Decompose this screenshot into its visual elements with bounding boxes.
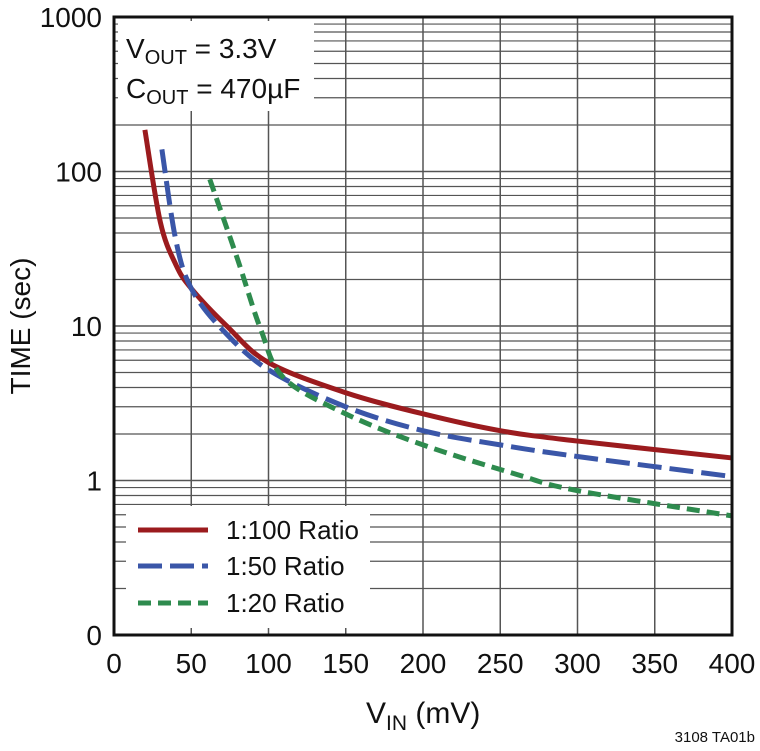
series-line-1-100-ratio (142, 129, 733, 461)
x-tick-label: 400 (709, 648, 756, 679)
x-tick-label: 250 (477, 648, 524, 679)
x-ticks: 0 50 100 150 200 250 300 350 400 (106, 648, 755, 679)
y-tick-label: 100 (55, 157, 102, 188)
legend-label-1-100: 1:100 Ratio (226, 515, 359, 545)
y-tick-label: 1000 (40, 2, 102, 33)
series-line-1-20-ratio (207, 178, 733, 519)
x-tick-label: 100 (245, 648, 292, 679)
x-tick-label: 200 (400, 648, 447, 679)
y-tick-label: 1 (86, 466, 102, 497)
series-line-1-50-ratio (159, 149, 733, 480)
legend-label-1-20: 1:20 Ratio (226, 588, 345, 618)
legend-label-1-50: 1:50 Ratio (226, 551, 345, 581)
annotation-vout: VOUT = 3.3V (126, 33, 277, 69)
footnote: 3108 TA01b (675, 729, 755, 746)
annotation-cout: COUT = 470µF (126, 73, 300, 109)
y-axis-label: TIME (sec) (5, 258, 36, 395)
y-tick-label: 0 (86, 620, 102, 651)
annotation-box: VOUT = 3.3V COUT = 470µF (118, 21, 314, 111)
x-tick-label: 0 (106, 648, 122, 679)
x-axis-label: VIN (mV) (366, 697, 480, 735)
y-tick-label: 10 (71, 311, 102, 342)
x-tick-label: 150 (322, 648, 369, 679)
y-ticks: 0 1 10 100 1000 (40, 2, 102, 651)
x-tick-label: 300 (554, 648, 601, 679)
x-tick-label: 350 (631, 648, 678, 679)
legend: 1:100 Ratio 1:50 Ratio 1:20 Ratio (126, 506, 370, 628)
series-lines (142, 129, 733, 519)
x-tick-label: 50 (176, 648, 207, 679)
plot-frame (112, 15, 734, 637)
